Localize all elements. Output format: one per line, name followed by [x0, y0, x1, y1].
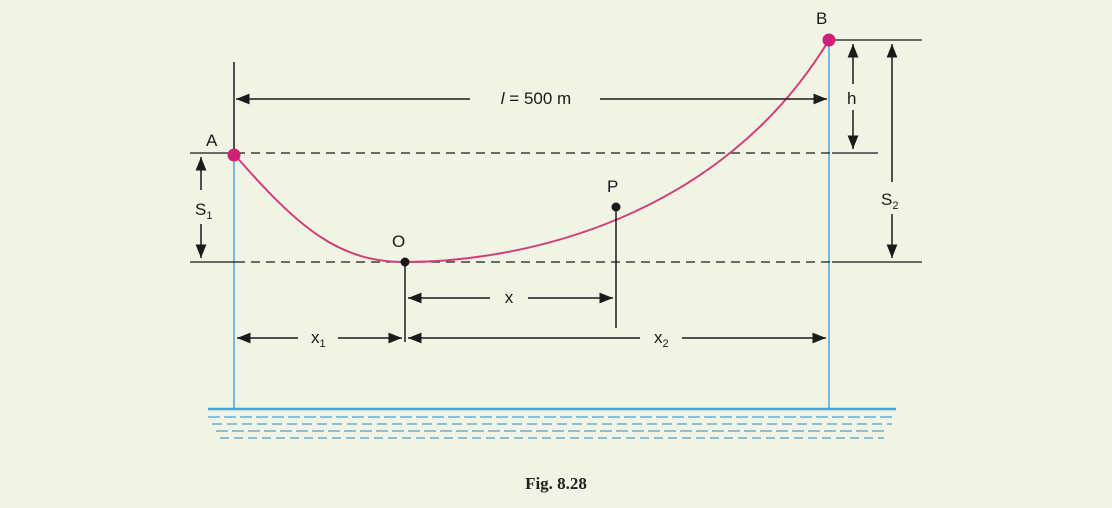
- s1-label: S1: [195, 200, 212, 222]
- s2-label: S2: [881, 190, 898, 212]
- point-o-marker: [400, 257, 410, 267]
- x-label: x: [505, 288, 514, 307]
- conductor-curve: [233, 39, 830, 264]
- x1-label: x1: [311, 328, 326, 350]
- span-label: l = 500 m: [501, 89, 571, 108]
- h-label: h: [847, 89, 856, 108]
- point-p-marker: [611, 202, 621, 212]
- point-a-label: A: [206, 131, 218, 150]
- point-p-label: P: [607, 177, 618, 196]
- point-o-label: O: [392, 232, 405, 251]
- point-b-label: B: [816, 9, 827, 28]
- point-b-marker: [822, 33, 836, 47]
- x2-label: x2: [654, 328, 669, 350]
- water-ground: [208, 407, 896, 439]
- point-a-marker: [227, 148, 241, 162]
- figure-caption: Fig. 8.28: [525, 474, 587, 493]
